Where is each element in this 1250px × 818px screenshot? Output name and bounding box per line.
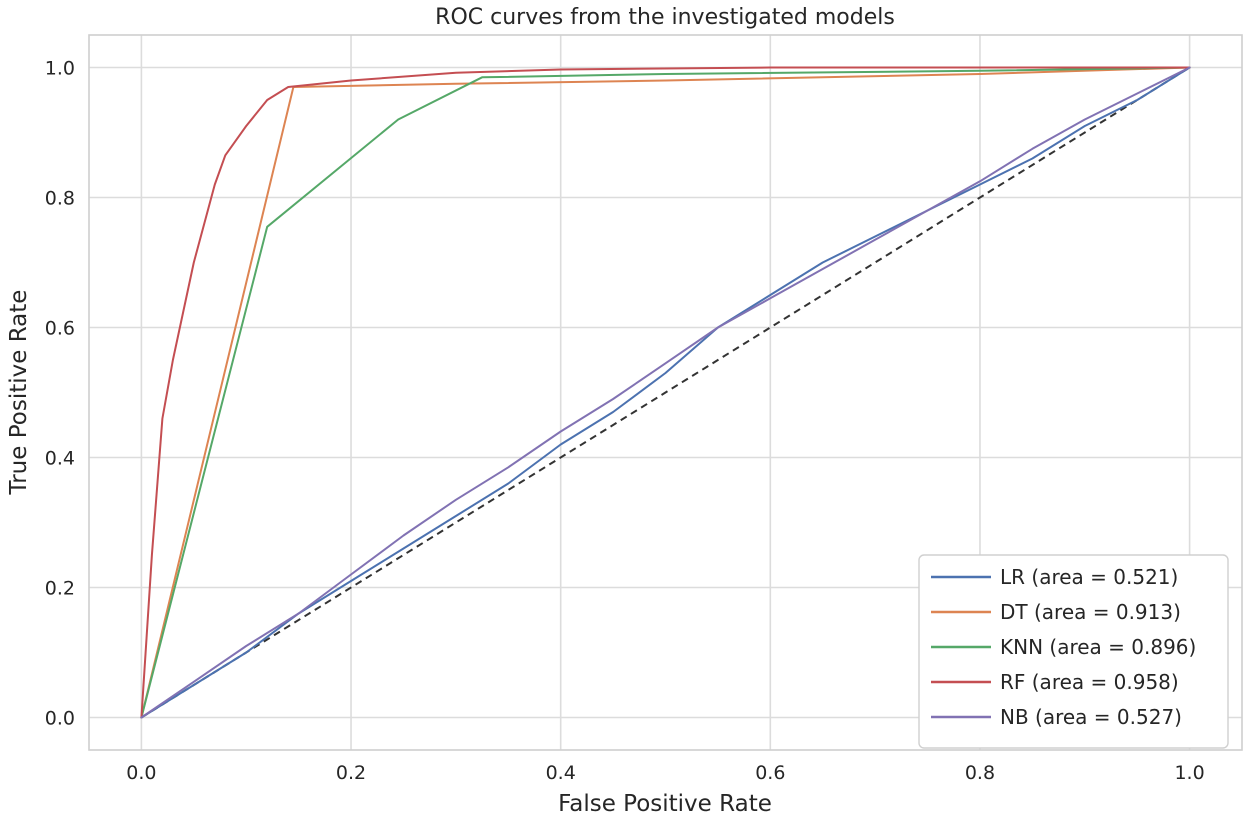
y-tick-label: 0.4 bbox=[45, 448, 75, 470]
legend-label-lr: LR (area = 0.521) bbox=[1000, 565, 1178, 589]
x-tick-label: 0.4 bbox=[546, 762, 576, 784]
x-tick-label: 0.0 bbox=[126, 762, 156, 784]
x-tick-label: 1.0 bbox=[1174, 762, 1204, 784]
chance-diagonal-line bbox=[140, 66, 1191, 719]
y-tick-label: 1.0 bbox=[45, 58, 75, 80]
legend-label-dt: DT (area = 0.913) bbox=[1000, 600, 1181, 624]
legend-label-rf: RF (area = 0.958) bbox=[1000, 670, 1179, 694]
legend-box bbox=[918, 554, 1229, 749]
series-lines bbox=[140, 66, 1191, 719]
series-line-lr bbox=[140, 66, 1191, 719]
x-tick-label: 0.2 bbox=[336, 762, 366, 784]
series-line-dt bbox=[140, 66, 1191, 719]
y-tick-label: 0.6 bbox=[45, 318, 75, 340]
series-line-rf bbox=[140, 66, 1191, 719]
y-tick-label: 0.2 bbox=[45, 578, 75, 600]
chart-title: ROC curves from the investigated models bbox=[435, 5, 895, 30]
legend: LR (area = 0.521) DT (area = 0.913) KNN (a… bbox=[918, 554, 1229, 749]
tick-labels: 0.0 0.2 0.4 0.6 0.8 1.0 0.0 0.2 0.4 0.6 0.8 1.0 bbox=[45, 58, 1205, 785]
y-axis-label: True Positive Rate bbox=[6, 290, 32, 496]
series-line-nb bbox=[140, 66, 1191, 719]
legend-label-nb: NB (area = 0.527) bbox=[1000, 705, 1182, 729]
legend-label-knn: KNN (area = 0.896) bbox=[1000, 635, 1196, 659]
x-tick-label: 0.8 bbox=[965, 762, 995, 784]
grid bbox=[89, 35, 1242, 750]
x-axis-label: False Positive Rate bbox=[558, 791, 772, 817]
y-tick-label: 0.8 bbox=[45, 188, 75, 210]
series-line-knn bbox=[140, 66, 1191, 719]
x-tick-label: 0.6 bbox=[755, 762, 785, 784]
plot-frame bbox=[88, 34, 1243, 751]
y-tick-label: 0.0 bbox=[45, 708, 75, 730]
